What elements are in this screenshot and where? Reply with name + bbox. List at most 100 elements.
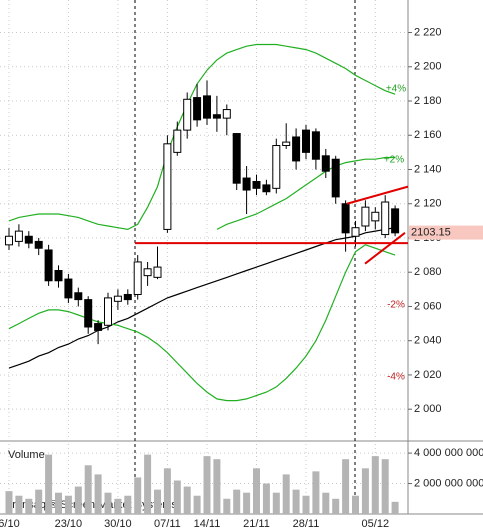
candle-body (212, 114, 221, 119)
candle-body (222, 109, 231, 119)
volume-bar (45, 454, 53, 514)
y-tick-label: 2 200 (414, 61, 442, 73)
x-tick-label: 21/11 (243, 518, 270, 530)
candle-body (163, 143, 172, 230)
volume-bar (262, 483, 270, 514)
indicator-line (8, 43, 396, 231)
volume-bar (312, 471, 320, 514)
candle-body (34, 240, 43, 249)
indicator-line (216, 156, 396, 230)
volume-bar (124, 495, 132, 514)
volume-bar (173, 480, 181, 514)
candle-body (44, 249, 53, 282)
volume-bar (322, 492, 330, 514)
y-tick-label: 2 140 (414, 163, 442, 175)
x-tick-label: 6/10 (0, 518, 20, 530)
candle-body (14, 230, 23, 242)
candle-body (113, 295, 122, 302)
volume-bar (381, 459, 389, 514)
volume-bar (15, 495, 23, 514)
y-tick-label: 4 000 000 000 (414, 447, 483, 459)
candle-body (282, 141, 291, 147)
y-tick-label: 2 040 (414, 335, 442, 347)
volume-bar (144, 454, 152, 514)
candle-body (94, 323, 103, 331)
volume-bar (213, 459, 221, 514)
volume-bar (163, 468, 171, 514)
candle-body (133, 261, 142, 295)
candle-body (272, 145, 281, 189)
candle-body (311, 131, 320, 160)
volume-bar (35, 489, 43, 514)
volume-bar (342, 459, 350, 514)
volume-bar (74, 486, 82, 514)
candle-body (143, 268, 152, 277)
y-tick-label: 2 000 000 000 (414, 477, 483, 489)
candle-body (203, 95, 211, 119)
volume-bar (292, 489, 300, 514)
candle-body (183, 98, 192, 131)
candle-body (371, 211, 380, 222)
volume-bar (253, 468, 260, 514)
band-label: -2% (387, 300, 405, 311)
x-tick-label: 05/12 (362, 518, 390, 530)
y-tick-label: 2 160 (414, 129, 442, 141)
candle-body (104, 297, 112, 326)
volume-bar (282, 474, 290, 514)
band-label: +2% (384, 155, 404, 166)
y-tick-label: 2 000 (414, 403, 442, 415)
last-price-box (409, 225, 483, 240)
x-tick-label: 23/10 (55, 518, 83, 530)
volume-bar (25, 498, 33, 514)
trend-line (364, 232, 406, 265)
indicator-line (8, 227, 396, 369)
x-tick-label: 07/11 (154, 518, 181, 530)
volume-bar (94, 474, 102, 514)
candle-body (351, 227, 360, 237)
candle-body (24, 235, 33, 244)
candle-body (242, 177, 251, 191)
volume-bar (55, 492, 62, 514)
candle-body (153, 266, 162, 278)
last-price-label: 2103.15 (411, 226, 451, 238)
volume-bar (183, 486, 191, 514)
volume-bar (302, 495, 310, 514)
candle-body (74, 292, 83, 301)
candle-body (64, 278, 73, 299)
candle-body (84, 299, 93, 328)
candle-body (321, 155, 330, 172)
volume-bar (352, 495, 359, 514)
trend-line (346, 185, 409, 205)
x-tick-label: 28/11 (293, 518, 320, 530)
candle-body (193, 97, 202, 121)
volume-bar (243, 492, 251, 514)
y-tick-label: 2 060 (414, 300, 442, 312)
candle-body (302, 129, 310, 153)
volume-bar (154, 489, 161, 514)
volume-bar (233, 489, 241, 514)
volume-bar (193, 495, 201, 514)
y-tick-label: 2 120 (414, 198, 442, 210)
candle-body (361, 206, 370, 227)
x-tick-label: 14/11 (194, 518, 221, 530)
candle-body (5, 235, 13, 246)
candle-body (381, 201, 390, 236)
x-tick-label: 30/10 (104, 518, 132, 530)
candle-body (331, 158, 340, 198)
volume-bar (391, 501, 399, 514)
candle-body (252, 180, 261, 189)
candle-body (232, 133, 241, 184)
y-tick-label: 2 080 (414, 266, 442, 278)
volume-bar (84, 465, 92, 514)
band-label: +4% (386, 84, 406, 95)
volume-bar (114, 498, 122, 514)
candle-body (292, 136, 301, 162)
volume-bar (134, 477, 142, 514)
volume-bar (223, 498, 231, 514)
band-label: -4% (387, 372, 405, 383)
volume-bar (272, 492, 280, 514)
volume-bar (203, 456, 211, 514)
y-tick-label: 2 220 (414, 26, 442, 38)
